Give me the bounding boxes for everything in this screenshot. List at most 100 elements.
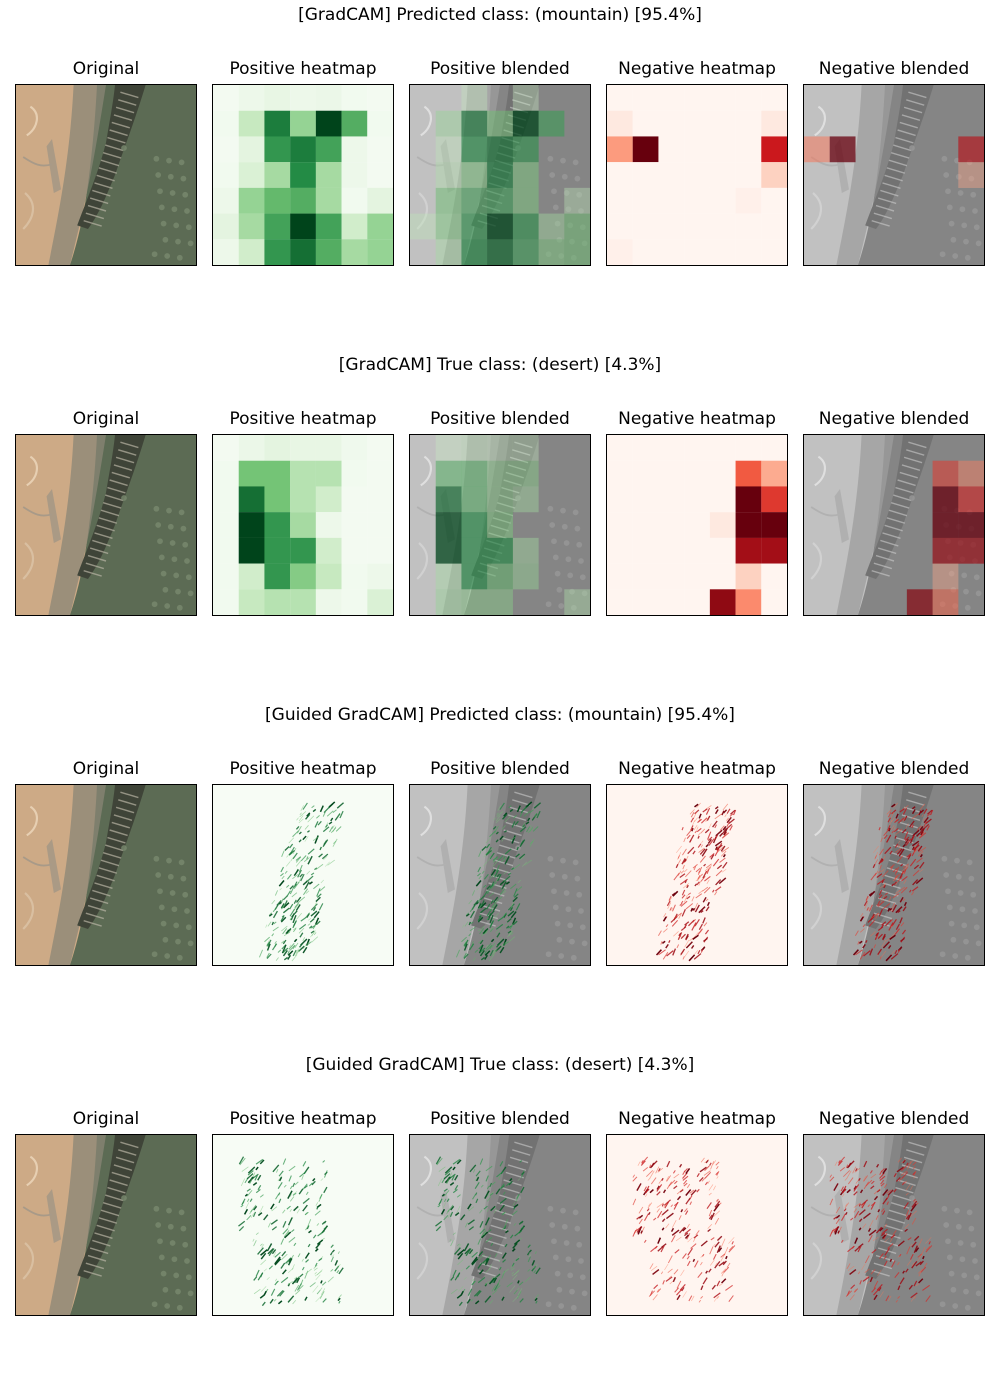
vegetation-patch — [547, 1205, 554, 1212]
blend-cell — [461, 187, 488, 214]
blend-cell — [487, 187, 513, 214]
streak — [653, 1284, 659, 1290]
blend-cell — [564, 239, 590, 265]
streak — [696, 826, 699, 830]
streak — [490, 899, 494, 905]
streak — [868, 1229, 877, 1236]
panel-neg-heatmap-row-0 — [606, 84, 788, 266]
streak — [282, 907, 290, 914]
streak — [478, 1253, 485, 1261]
streak — [719, 825, 725, 831]
streak — [877, 900, 885, 907]
streak — [918, 868, 924, 873]
heatmap-cell — [341, 537, 368, 564]
streak — [274, 1278, 278, 1282]
streak — [266, 943, 271, 951]
vegetation-patch — [966, 859, 973, 866]
streak — [519, 839, 526, 848]
streak — [879, 882, 887, 889]
streak — [301, 1175, 304, 1180]
streak — [698, 1299, 702, 1303]
vegetation-patch — [570, 954, 577, 961]
streak — [665, 943, 669, 949]
streak — [859, 951, 866, 960]
streak — [657, 1210, 663, 1219]
streak — [458, 1301, 463, 1307]
streak — [696, 827, 702, 833]
vegetation-patch — [572, 1209, 579, 1216]
streak — [649, 1263, 654, 1270]
streak — [722, 828, 727, 834]
ridge-texture — [888, 859, 908, 867]
mountain-ridge — [865, 435, 934, 579]
streak — [871, 1287, 877, 1293]
streak — [855, 949, 863, 956]
heatmap-cell — [709, 110, 736, 137]
streak — [695, 893, 703, 899]
streak — [906, 853, 912, 858]
heatmap-cell — [238, 187, 265, 214]
heatmap-cell — [238, 563, 265, 590]
satellite-image — [410, 1135, 590, 1315]
streak — [712, 820, 718, 828]
streak — [479, 1158, 484, 1165]
panel-pos-heatmap-row-2 — [212, 784, 394, 966]
streak — [493, 912, 499, 920]
streak — [520, 1186, 525, 1194]
panel-pos-heatmap-row-3 — [212, 1134, 394, 1316]
streak — [714, 824, 717, 829]
streak — [693, 950, 699, 956]
vegetation-patch — [187, 940, 194, 947]
vegetation-patch — [950, 1286, 957, 1293]
streak — [913, 1198, 916, 1202]
streak — [435, 1226, 442, 1232]
transition-area — [836, 435, 894, 615]
streak — [878, 827, 881, 831]
ridge-texture — [488, 532, 507, 540]
streak — [689, 1201, 692, 1206]
vegetation-patch — [549, 172, 556, 178]
streak — [533, 1264, 538, 1269]
heatmap-cell — [658, 486, 685, 513]
streak — [269, 1298, 274, 1304]
streak — [910, 1185, 913, 1191]
ridge-texture — [109, 479, 128, 487]
streak — [678, 1226, 686, 1234]
ridge-texture — [873, 1262, 893, 1270]
streak — [671, 1229, 680, 1236]
vegetation-patch — [943, 1222, 950, 1228]
streak — [902, 807, 908, 815]
desert-wash — [814, 1155, 826, 1187]
streak — [882, 1197, 888, 1205]
streak — [913, 1235, 920, 1241]
streak — [886, 1201, 889, 1206]
panel-neg-blended-row-3 — [803, 1134, 985, 1316]
streak — [855, 930, 859, 936]
vegetation-patch — [162, 586, 169, 593]
streak — [670, 1234, 676, 1243]
ridge-texture — [85, 912, 105, 920]
streak — [257, 1247, 264, 1255]
streak — [850, 1284, 856, 1290]
streak — [716, 1198, 719, 1202]
streak — [682, 956, 685, 960]
streak — [909, 858, 917, 867]
streak — [674, 1249, 680, 1254]
ridge-texture — [908, 91, 927, 99]
streak — [489, 852, 495, 860]
panel-title-neg-blended: Negative blended — [818, 1109, 970, 1129]
streak — [704, 1171, 712, 1179]
streak — [509, 1234, 514, 1239]
streak — [676, 1280, 682, 1289]
streak — [691, 1295, 695, 1302]
heatmap-cell — [238, 110, 265, 137]
heatmap-cell — [735, 589, 762, 615]
vegetation-patch — [973, 224, 980, 231]
vegetation-patch — [576, 541, 583, 548]
streak — [700, 840, 704, 844]
streak — [699, 848, 706, 855]
streak — [533, 1270, 537, 1274]
streak — [490, 1205, 496, 1212]
streak — [716, 1295, 720, 1299]
streak — [687, 1237, 693, 1243]
